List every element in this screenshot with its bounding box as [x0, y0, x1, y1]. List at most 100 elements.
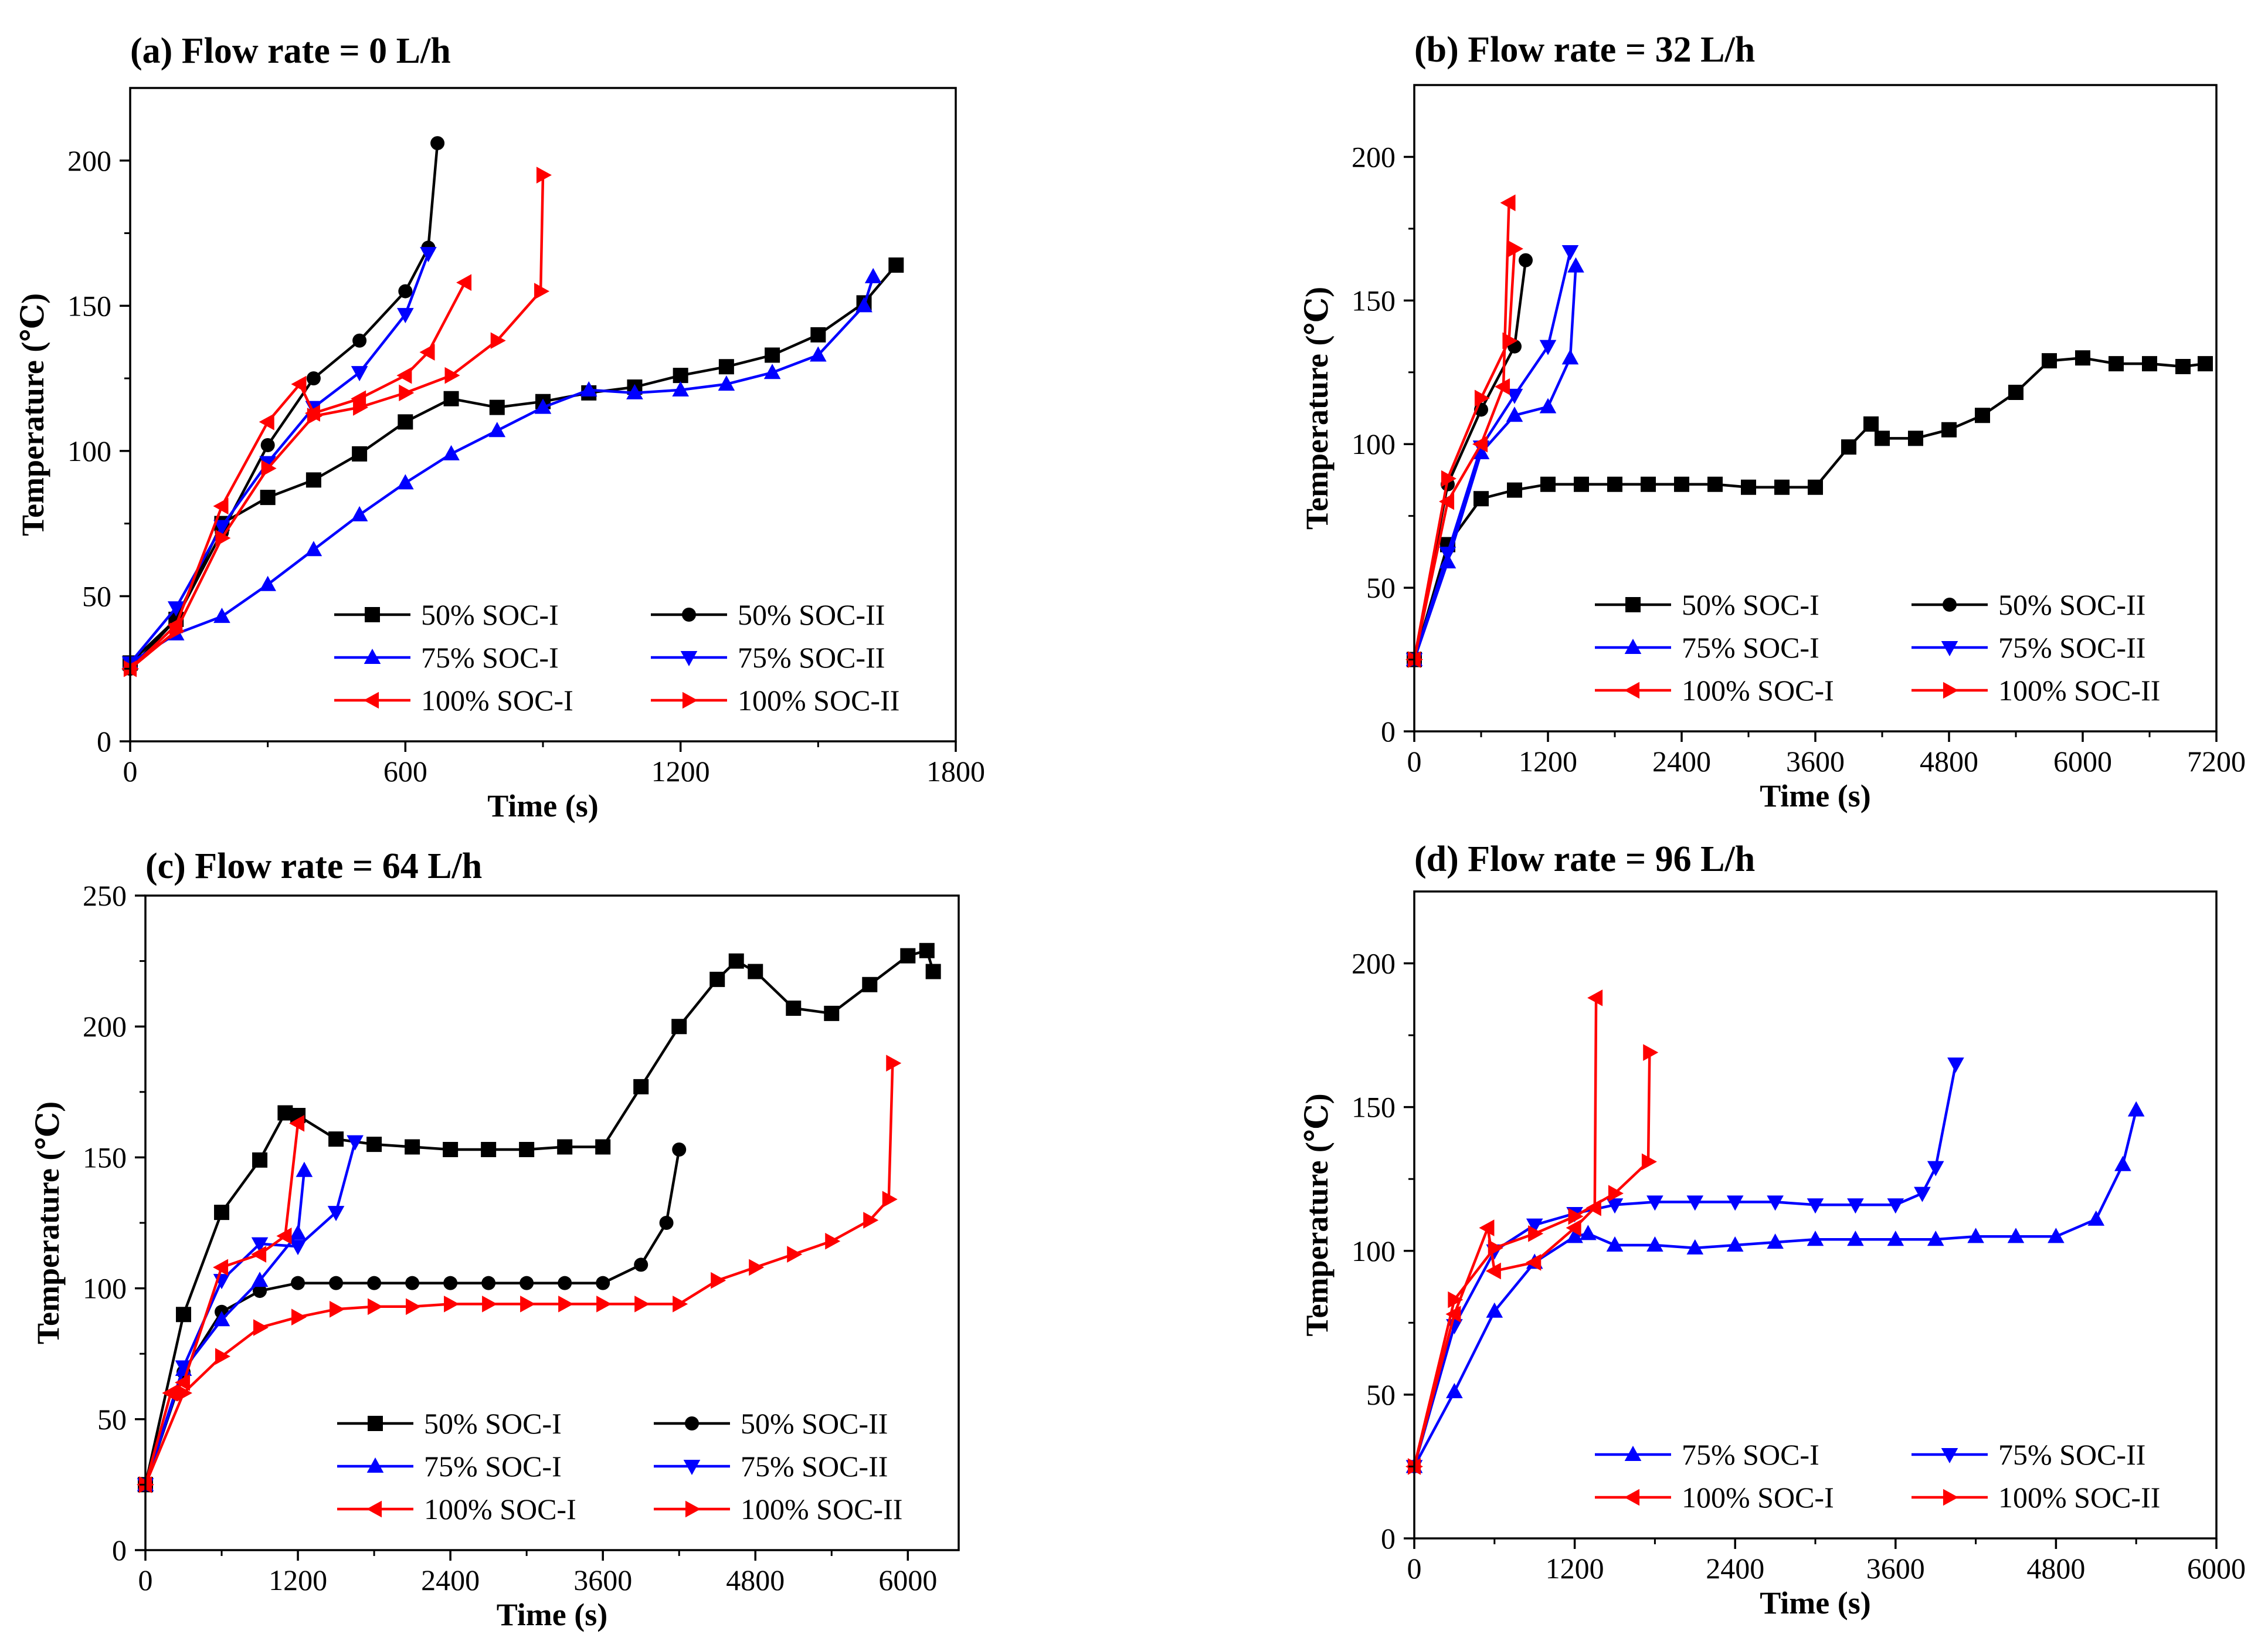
- data-point: [1941, 422, 1957, 438]
- legend-label: 75% SOC-I: [421, 641, 559, 674]
- legend-label: 75% SOC-II: [1998, 1438, 2145, 1471]
- legend-item: 100% SOC-I: [337, 1493, 576, 1525]
- series-line: [130, 282, 466, 670]
- data-point: [633, 1079, 649, 1094]
- data-point: [2048, 1228, 2065, 1243]
- data-point: [1767, 1233, 1784, 1249]
- legend-item: 75% SOC-I: [1595, 631, 1819, 664]
- legend-label: 100% SOC-I: [421, 684, 573, 717]
- data-point: [1686, 1195, 1704, 1211]
- legend-marker: [366, 1457, 384, 1473]
- legend-marker: [1943, 1489, 1958, 1506]
- series-line: [1414, 1110, 2138, 1467]
- legend-item: 75% SOC-I: [337, 1450, 562, 1483]
- data-point: [2198, 356, 2213, 372]
- x-tick-label: 3600: [573, 1564, 632, 1596]
- x-tick-label: 3600: [1786, 745, 1845, 778]
- x-tick-label: 0: [138, 1564, 153, 1596]
- data-point: [786, 1000, 802, 1016]
- x-tick-label: 1200: [651, 755, 710, 788]
- data-point: [488, 422, 506, 438]
- y-axis-title: Temperature (℃): [1299, 287, 1335, 530]
- legend-label: 75% SOC-II: [738, 641, 885, 674]
- data-point: [1407, 651, 1423, 668]
- data-point: [824, 1005, 840, 1021]
- data-point: [659, 1216, 674, 1230]
- y-tick-label: 200: [67, 144, 111, 177]
- data-point: [406, 1298, 422, 1316]
- legend-marker: [1624, 682, 1640, 699]
- x-tick-label: 4800: [2026, 1552, 2085, 1585]
- panel-title: (d) Flow rate = 96 L/h: [1414, 839, 1755, 879]
- data-point: [1887, 1230, 1904, 1246]
- data-point: [1927, 1161, 1944, 1177]
- y-tick-label: 50: [82, 579, 111, 612]
- data-point: [1488, 1239, 1503, 1257]
- x-axis-title: Time (s): [1760, 778, 1870, 813]
- data-point: [213, 1311, 230, 1327]
- legend-label: 100% SOC-I: [1682, 674, 1834, 707]
- data-point: [1774, 479, 1790, 495]
- y-tick-label: 100: [1352, 428, 1396, 460]
- series-line: [1414, 1063, 1957, 1467]
- data-point: [855, 297, 872, 313]
- legend-item: 100% SOC-II: [654, 1493, 902, 1525]
- data-point: [291, 1276, 305, 1290]
- panel-title: (a) Flow rate = 0 L/h: [130, 31, 451, 71]
- data-point: [251, 1237, 269, 1253]
- data-point: [397, 474, 414, 490]
- data-point: [1526, 1218, 1543, 1234]
- data-point: [2042, 353, 2057, 369]
- data-point: [443, 1276, 458, 1290]
- data-point: [1568, 1208, 1584, 1225]
- data-point: [886, 1055, 902, 1072]
- data-point: [1439, 493, 1455, 510]
- legend-marker: [680, 650, 698, 666]
- y-axis-title: Temperature (℃): [1299, 1093, 1335, 1336]
- legend-label: 75% SOC-I: [1682, 631, 1819, 664]
- data-point: [289, 1240, 307, 1256]
- data-point: [862, 977, 878, 992]
- x-tick-label: 6000: [2187, 1552, 2246, 1585]
- data-point: [305, 541, 322, 557]
- data-point: [673, 368, 688, 384]
- series-line: [145, 1063, 894, 1486]
- y-tick-label: 100: [83, 1272, 127, 1305]
- data-point: [728, 953, 744, 969]
- legend-label: 100% SOC-I: [424, 1493, 576, 1525]
- y-tick-label: 50: [97, 1403, 127, 1436]
- data-point: [253, 1284, 267, 1299]
- data-point: [2087, 1210, 2105, 1226]
- data-point: [353, 399, 369, 416]
- legend-item: 50% SOC-II: [654, 1407, 888, 1440]
- data-point: [787, 1246, 803, 1263]
- data-point: [276, 1228, 292, 1245]
- data-point: [1500, 194, 1516, 212]
- data-point: [1473, 491, 1489, 507]
- data-point: [253, 1319, 269, 1336]
- data-point: [1808, 479, 1823, 495]
- y-axis-title: Temperature (℃): [15, 293, 50, 536]
- data-point: [214, 1205, 230, 1221]
- x-tick-label: 4800: [726, 1564, 785, 1596]
- legend-marker: [1941, 640, 1958, 656]
- legend-item: 100% SOC-II: [1911, 674, 2160, 707]
- data-point: [213, 1259, 229, 1276]
- legend-item: 75% SOC-II: [654, 1450, 888, 1483]
- data-point: [1526, 1254, 1542, 1271]
- series-line: [1414, 251, 1572, 660]
- x-tick-label: 600: [383, 755, 427, 788]
- data-point: [367, 1276, 382, 1290]
- data-point: [888, 257, 904, 273]
- x-tick-label: 1200: [1546, 1552, 1604, 1585]
- legend-marker: [1624, 639, 1642, 655]
- data-point: [420, 247, 437, 263]
- data-point: [366, 1137, 382, 1152]
- x-tick-label: 2400: [421, 1564, 480, 1596]
- data-point: [277, 1105, 293, 1121]
- data-point: [328, 1131, 344, 1147]
- legend-marker: [685, 1416, 699, 1430]
- data-point: [444, 367, 460, 384]
- legend-label: 100% SOC-II: [1998, 1481, 2160, 1514]
- legend-item: 50% SOC-II: [1911, 588, 2145, 621]
